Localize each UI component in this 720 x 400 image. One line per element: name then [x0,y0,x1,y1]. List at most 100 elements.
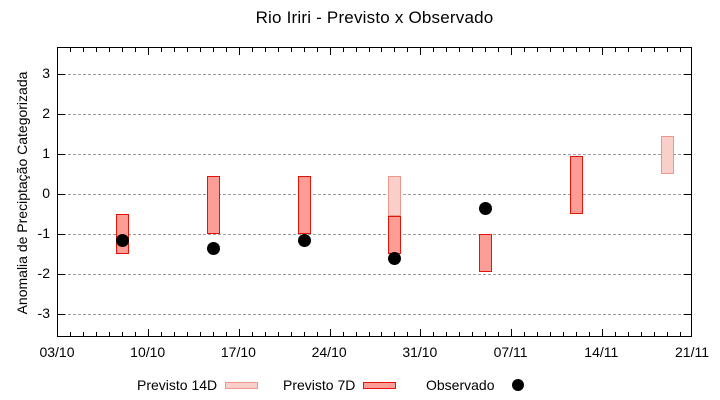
x-minor-tick [498,48,500,52]
x-minor-tick [433,48,435,52]
x-minor-tick [355,332,357,336]
x-minor-tick [524,332,526,336]
x-minor-tick [627,48,629,52]
x-minor-tick [213,48,214,52]
legend-item-observado: Observado [426,372,525,398]
x-tick-label: 31/10 [402,344,438,360]
gridline [58,234,691,235]
x-minor-tick [679,48,681,52]
y-tick-label: 3 [42,65,50,81]
legend-item-previsto-14d: Previsto 14D [137,372,259,398]
y-tick-label: -2 [37,265,50,281]
observado-point [388,251,402,265]
gridline [58,194,691,195]
x-minor-tick [200,332,202,336]
x-major-tick [148,329,150,336]
x-minor-tick [549,332,551,336]
legend-swatch-previsto-7d-icon [363,381,397,389]
x-minor-tick [83,48,85,52]
gridline [58,74,691,75]
legend-label-previsto-14d: Previsto 14D [137,377,218,393]
x-minor-tick [225,332,227,336]
x-minor-tick [251,48,253,52]
x-major-tick [601,329,603,336]
x-minor-tick [161,48,163,52]
legend-label-observado: Observado [426,377,495,393]
y-major-tick [58,313,65,315]
x-minor-tick [342,48,344,52]
x-major-tick [511,48,513,55]
previsto-7d-bar [479,234,493,272]
x-minor-tick [588,332,590,336]
x-minor-tick [536,332,538,336]
x-tick-label: 03/10 [39,344,75,360]
x-minor-tick [264,48,266,52]
y-major-tick [58,113,65,115]
previsto-7d-bar [207,176,220,234]
x-minor-tick [174,48,176,52]
x-minor-tick [524,48,526,52]
y-major-tick [684,193,691,195]
y-tick-label: -3 [37,305,50,321]
x-minor-tick [666,48,668,52]
x-minor-tick [459,332,461,336]
x-minor-tick [549,48,551,52]
x-minor-tick [96,332,98,336]
x-minor-tick [264,332,266,336]
x-major-tick [420,329,422,336]
chart-title: Rio Iriri - Previsto x Observado [255,8,494,27]
x-major-tick [238,48,240,55]
previsto-7d-bar [569,156,583,214]
x-minor-tick [303,332,305,336]
x-minor-tick [277,332,279,336]
x-minor-tick [290,48,292,52]
x-minor-tick [653,48,655,52]
x-tick-label: 24/10 [311,344,347,360]
x-major-tick [329,48,331,55]
legend: Previsto 14D Previsto 7D Observado [0,372,720,398]
x-minor-tick [96,48,98,52]
y-tick-label: 1 [42,145,50,161]
x-minor-tick [368,48,370,52]
x-minor-tick [161,332,163,336]
x-minor-tick [277,48,279,52]
legend-observado-dot-icon [512,379,525,391]
x-minor-tick [407,332,409,336]
y-major-tick [684,113,691,115]
x-minor-tick [536,48,538,52]
x-minor-tick [666,332,668,336]
x-major-tick [420,48,422,55]
y-major-tick [58,193,65,195]
x-minor-tick [187,332,189,336]
y-major-tick [684,233,691,235]
x-minor-tick [187,48,189,52]
x-minor-tick [433,332,435,336]
x-tick-label: 21/11 [675,344,709,360]
legend-label-previsto-7d: Previsto 7D [283,377,356,393]
x-minor-tick [109,332,111,336]
x-major-tick [148,48,150,55]
x-minor-tick [83,332,85,336]
x-minor-tick [70,48,72,52]
gridline [58,114,691,115]
gridline [58,314,691,315]
x-minor-tick [472,332,474,336]
x-minor-tick [498,332,500,336]
x-minor-tick [290,332,292,336]
x-minor-tick [303,48,305,52]
x-minor-tick [316,48,318,52]
plot-area [57,47,692,337]
x-minor-tick [394,48,396,52]
previsto-7d-bar [388,216,402,254]
x-tick-label: 17/10 [220,344,256,360]
x-minor-tick [653,332,655,336]
x-minor-tick [640,48,642,52]
x-minor-tick [109,48,111,52]
x-minor-tick [627,332,629,336]
y-major-tick [684,73,691,75]
x-minor-tick [459,48,461,52]
observado-point [297,233,311,247]
previsto-7d-bar [297,176,311,234]
observado-point [207,241,220,255]
y-major-tick [58,273,65,275]
